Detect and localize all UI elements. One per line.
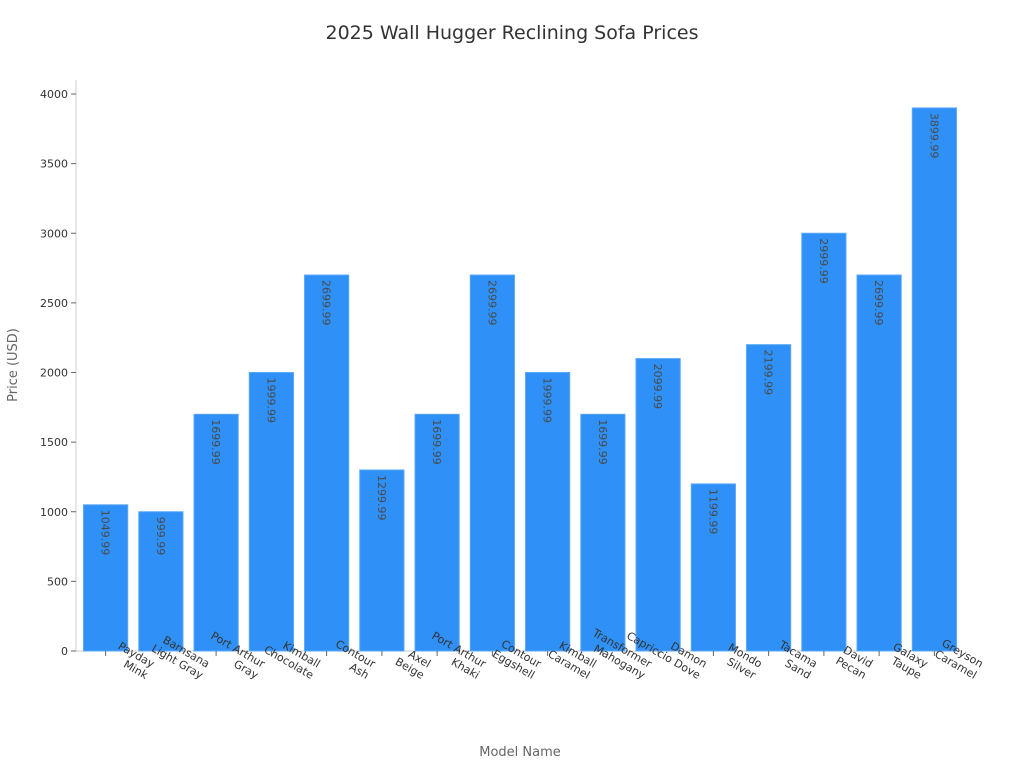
y-tick-label: 1000	[40, 506, 68, 519]
bar	[635, 358, 681, 652]
bar-value-label: 1699.99	[430, 419, 443, 465]
bar-value-label: 2199.99	[762, 350, 775, 396]
y-axis-ticks: 0 500 1000 1500 2000 2500 3000 3500 4000	[40, 88, 76, 658]
bar-value-label: 1299.99	[375, 475, 388, 521]
bar	[304, 274, 350, 652]
data-labels-group: 1049.99 999.99 1699.99 1999.99 2699.99 1299.9…	[99, 113, 941, 555]
bars-group	[83, 107, 957, 652]
bar	[193, 413, 239, 652]
bar	[469, 274, 515, 652]
bar-value-label: 1699.99	[209, 419, 222, 465]
bar	[856, 274, 902, 652]
bar	[138, 511, 184, 652]
y-tick-label: 3000	[40, 227, 68, 240]
bar	[359, 469, 405, 652]
y-axis-title: Price (USD)	[6, 328, 21, 402]
bar-value-label: 999.99	[154, 517, 167, 556]
bar	[690, 483, 736, 652]
x-axis-title: Model Name	[479, 745, 561, 760]
bar-value-label: 1199.99	[706, 489, 719, 534]
bar-value-label: 3899.99	[927, 113, 940, 159]
x-tick-label: DavidPecan	[833, 643, 874, 682]
y-tick-label: 2000	[40, 367, 68, 380]
y-tick-label: 1500	[40, 436, 68, 449]
bar-value-label: 1699.99	[596, 419, 609, 465]
y-tick-label: 3500	[40, 158, 68, 171]
y-tick-label: 4000	[40, 88, 68, 101]
y-tick-label: 2500	[40, 297, 68, 310]
bar-value-label: 2699.99	[485, 280, 498, 326]
y-tick-label: 0	[61, 645, 68, 658]
bar-value-label: 2999.99	[817, 238, 830, 284]
bar-value-label: 2699.99	[320, 280, 333, 326]
chart-title: 2025 Wall Hugger Reclining Sofa Prices	[325, 22, 698, 44]
bar-value-label: 1999.99	[264, 378, 277, 424]
bar	[83, 504, 129, 652]
bar-value-label: 1049.99	[99, 510, 112, 556]
bar	[801, 232, 847, 652]
bar	[580, 413, 626, 652]
bar	[911, 107, 957, 652]
bar-value-label: 2699.99	[872, 280, 885, 326]
bar	[414, 413, 460, 652]
bar	[248, 372, 294, 652]
y-tick-label: 500	[47, 575, 68, 588]
bar	[746, 344, 792, 652]
bar-value-label: 1999.99	[541, 378, 554, 424]
bar	[525, 372, 571, 652]
bar-value-label: 2099.99	[651, 364, 664, 410]
